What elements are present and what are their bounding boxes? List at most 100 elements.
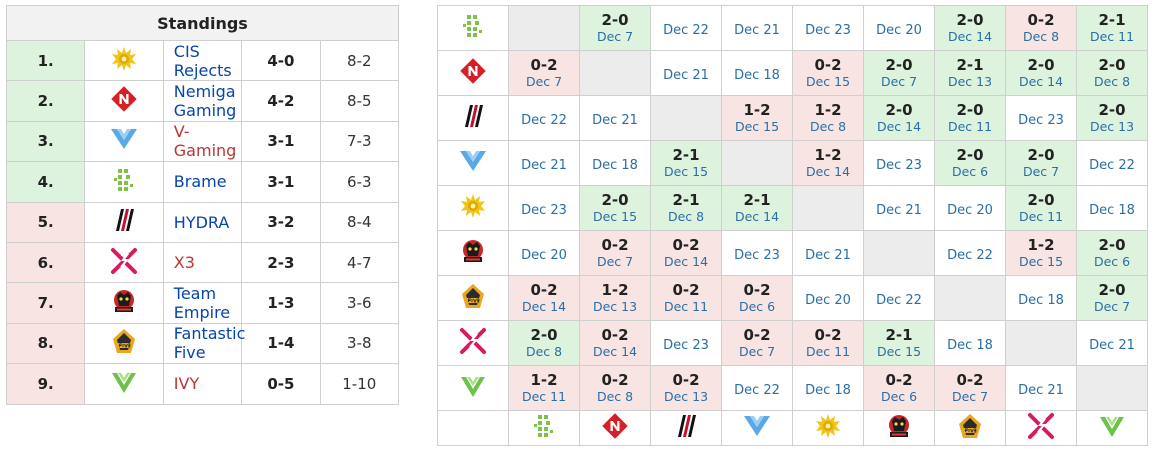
ivy-logo: [458, 371, 488, 405]
row-team-logo-cell[interactable]: [437, 95, 509, 141]
match-date: Dec 15: [592, 209, 638, 224]
match-loss-cell: 0-2 Dec 11: [650, 275, 722, 321]
scheduled-match-cell: Dec 21: [579, 95, 651, 141]
scheduled-match-cell: Dec 22: [934, 230, 1006, 276]
column-team-logo-cell[interactable]: [934, 410, 1006, 446]
match-date: Dec 21: [876, 202, 922, 218]
row-team-logo-cell[interactable]: [437, 185, 509, 231]
match-date: Dec 14: [947, 29, 993, 44]
match-date: Dec 11: [663, 299, 709, 314]
match-score: 0-2: [743, 281, 771, 299]
match-date: Dec 14: [734, 209, 780, 224]
match-date: Dec 21: [1018, 382, 1064, 398]
match-date: Dec 18: [1089, 202, 1135, 218]
match-score: 0-2: [956, 371, 984, 389]
nemiga-logo: [600, 411, 630, 445]
match-date: Dec 21: [734, 22, 780, 38]
standings-row: 1. CIS Rejects 4-0 8-2: [5, 39, 400, 82]
match-score: 2-0: [1098, 101, 1126, 119]
match-date: Dec 8: [1022, 29, 1060, 44]
match-score: 2-0: [1027, 191, 1055, 209]
match-score: 2-0: [601, 191, 629, 209]
match-loss-cell: 0-2 Dec 7: [579, 230, 651, 276]
scheduled-match-cell: Dec 21: [721, 5, 793, 51]
standings-logo-cell: [84, 241, 164, 284]
row-team-logo-cell[interactable]: [437, 5, 509, 51]
row-team-logo-cell[interactable]: [437, 230, 509, 276]
match-score: 2-1: [672, 191, 700, 209]
row-team-logo-cell[interactable]: [437, 275, 509, 321]
match-win-cell: 2-1 Dec 8: [650, 185, 722, 231]
match-score: 2-0: [1098, 56, 1126, 74]
match-date: Dec 20: [521, 247, 567, 263]
series-record: 0-5: [241, 363, 321, 405]
match-date: Dec 6: [880, 389, 918, 404]
column-team-logo-cell[interactable]: [579, 410, 651, 446]
standings-row: 6. X3 2-3 4-7: [5, 241, 400, 284]
match-date: Dec 22: [734, 382, 780, 398]
team-name-link[interactable]: X3: [162, 241, 243, 284]
team-name-link[interactable]: Brame: [162, 161, 243, 203]
series-record: 3-1: [241, 120, 321, 163]
match-date: Dec 7: [880, 74, 918, 89]
crosstable-column-logos: [437, 410, 1148, 446]
match-date: Dec 13: [663, 389, 709, 404]
match-date: Dec 7: [1093, 299, 1131, 314]
column-team-logo-cell[interactable]: [508, 410, 580, 446]
standings-rank: 4.: [5, 161, 86, 203]
match-loss-cell: 0-2 Dec 15: [792, 50, 864, 96]
match-score: 0-2: [885, 371, 913, 389]
match-score: 0-2: [672, 371, 700, 389]
match-win-cell: 2-0 Dec 8: [508, 320, 580, 366]
match-score: 0-2: [601, 326, 629, 344]
match-loss-cell: 1-2 Dec 8: [792, 95, 864, 141]
team-name-link[interactable]: Fantastic Five: [162, 322, 245, 365]
games-record: 4-7: [319, 241, 400, 284]
column-team-logo-cell[interactable]: [721, 410, 793, 446]
standings-logo-cell: [84, 39, 164, 82]
self-match-cell: [650, 95, 722, 141]
team-empire-logo: [458, 236, 488, 270]
row-team-logo-cell[interactable]: [437, 50, 509, 96]
match-score: 1-2: [814, 146, 842, 164]
match-loss-cell: 1-2 Dec 15: [1005, 230, 1077, 276]
team-name-link[interactable]: IVY: [162, 363, 243, 405]
crosstable-row: Dec 23 2-0 Dec 15 2-1 Dec 8 2-1 Dec 14 Dec 21 De…: [437, 185, 1148, 231]
column-team-logo-cell[interactable]: [650, 410, 722, 446]
team-name-link[interactable]: Team Empire: [162, 282, 243, 324]
standings-logo-cell: [84, 120, 164, 163]
row-team-logo-cell[interactable]: [437, 140, 509, 186]
column-team-logo-cell[interactable]: [863, 410, 935, 446]
match-date: Dec 8: [525, 344, 563, 359]
standings-row: 4. Brame 3-1 6-3: [5, 161, 400, 203]
fantastic-five-logo: [458, 281, 488, 315]
column-team-logo-cell[interactable]: [1005, 410, 1077, 446]
games-record: 3-8: [319, 322, 400, 365]
standings-row: 3. V-Gaming 3-1 7-3: [5, 120, 400, 163]
x3-logo: [458, 326, 488, 360]
match-score: 2-1: [956, 56, 984, 74]
games-record: 7-3: [319, 120, 400, 163]
column-team-logo-cell[interactable]: [1076, 410, 1148, 446]
games-record: 1-10: [319, 363, 400, 405]
team-name-link[interactable]: HYDRA: [162, 201, 243, 243]
match-loss-cell: 1-2 Dec 14: [792, 140, 864, 186]
scheduled-match-cell: Dec 20: [863, 5, 935, 51]
match-score: 0-2: [672, 236, 700, 254]
series-record: 1-4: [241, 322, 321, 365]
team-name-link[interactable]: CIS Rejects: [162, 39, 243, 82]
team-name-link[interactable]: Nemiga Gaming: [162, 80, 243, 122]
row-team-logo-cell[interactable]: [437, 365, 509, 411]
match-date: Dec 20: [805, 292, 851, 308]
match-win-cell: 2-0 Dec 11: [934, 95, 1006, 141]
column-team-logo-cell[interactable]: [792, 410, 864, 446]
standings-title: Standings: [6, 5, 399, 41]
match-score: 1-2: [814, 101, 842, 119]
row-team-logo-cell[interactable]: [437, 320, 509, 366]
team-name-link[interactable]: V-Gaming: [162, 120, 243, 163]
match-score: 0-2: [601, 371, 629, 389]
match-loss-cell: 0-2 Dec 14: [508, 275, 580, 321]
match-date: Dec 23: [805, 22, 851, 38]
match-win-cell: 2-0 Dec 14: [934, 5, 1006, 51]
crosstable-row: 2-0 Dec 7 Dec 22 Dec 21 Dec 23 Dec 20 2-0 Dec 1…: [437, 5, 1148, 51]
